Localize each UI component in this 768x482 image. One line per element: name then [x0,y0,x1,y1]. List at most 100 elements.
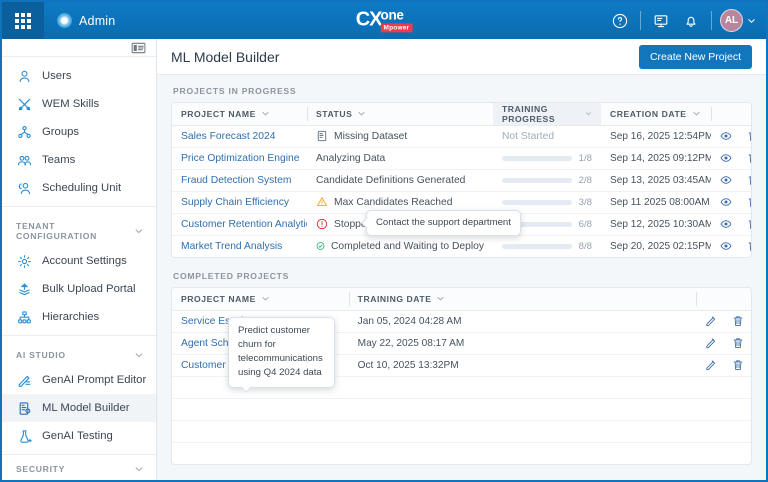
genai-testing-icon [16,428,33,445]
notification-bell-icon[interactable] [676,2,706,39]
status-label: Completed and Waiting to Deploy [330,240,484,252]
prompt-editor-icon [16,372,33,389]
delete-icon-button[interactable] [747,130,751,142]
progress-count: 1/8 [578,152,592,164]
empty-table-row [172,420,751,443]
delete-icon-button[interactable] [747,240,751,252]
project-name-link[interactable]: Customer Retention Analytics [181,218,307,230]
view-icon-button[interactable] [720,196,732,208]
edit-pencil-icon-button[interactable] [705,315,717,327]
bulk-upload-icon [16,281,33,298]
creation-date: Sep 11 2025 08:00AM [610,196,710,208]
sidebar-item-groups[interactable]: Groups [2,118,156,146]
sidebar-item-bulk-upload-portal[interactable]: Bulk Upload Portal [2,275,156,303]
column-header-project-name[interactable]: PROJECT NAME [172,103,307,126]
sidebar-item-label: ML Model Builder [42,402,130,414]
creation-date: Sep 13, 2025 03:45AM [610,174,711,186]
column-header-project-name[interactable]: PROJECT NAME [172,288,349,311]
table-row[interactable]: Supply Chain Efficiency Max Candidates Re… [172,191,751,214]
delete-icon-button[interactable] [732,337,744,349]
sidebar-item-wem-skills[interactable]: WEM Skills [2,90,156,118]
project-name-link[interactable]: Sales Forecast 2024 [181,130,276,142]
divider [640,11,641,30]
completed-projects-table: PROJECT NAME TRAINING DATE [172,288,751,464]
column-header-actions-2 [738,103,751,126]
column-header-label: STATUS [316,108,353,119]
collapse-sidebar-icon[interactable] [131,41,146,55]
sidebar-item-account-settings[interactable]: Account Settings [2,247,156,275]
empty-table-row [172,398,751,421]
project-name-link[interactable]: Supply Chain Efficiency [181,196,289,208]
project-name-link[interactable]: Price Optimization Engine [181,152,300,164]
sidebar-group-header[interactable]: SECURITY [2,455,156,480]
view-icon-button[interactable] [720,174,732,186]
sidebar-item-genai-testing[interactable]: GenAI Testing [2,422,156,450]
delete-icon-button[interactable] [732,359,744,371]
sidebar-group-header[interactable]: AI STUDIO [2,341,156,366]
admin-section[interactable]: Admin [44,13,115,28]
sidebar-item-ml-model-builder[interactable]: ML Model Builder [2,394,156,422]
top-navigation-bar: Admin CX one Mpower [2,2,766,39]
create-new-project-button[interactable]: Create New Project [638,44,752,69]
project-name-link[interactable]: Market Trend Analysis [181,240,283,252]
table-row[interactable]: Market Trend Analysis Completed and Waiti… [172,235,751,257]
page-title: ML Model Builder [171,48,280,65]
table-row[interactable]: Service Escalat Jan 05, 2024 04:28 AM [172,310,751,333]
column-header-training-progress[interactable]: TRAINING PROGRESS [493,103,601,126]
project-name-link[interactable]: Fraud Detection System [181,174,292,186]
status-cell: Completed and Waiting to Deploy [316,240,484,252]
skills-icon [16,96,33,113]
view-icon-button[interactable] [720,240,732,252]
sidebar-item-teams[interactable]: Teams [2,146,156,174]
column-header-actions-2 [723,288,751,311]
creation-date: Sep 14, 2025 09:12PM [610,152,711,164]
sidebar-group-header[interactable]: TENANT CONFIGURATION [2,212,156,247]
delete-icon-button[interactable] [747,218,751,230]
chevron-down-icon [135,467,143,472]
sidebar-item-scheduling-unit[interactable]: Scheduling Unit [2,174,156,202]
delete-icon [734,316,743,326]
user-icon [16,68,33,85]
view-icon-button[interactable] [720,152,732,164]
delete-icon-button[interactable] [732,315,744,327]
delete-icon-button[interactable] [747,196,751,208]
table-row[interactable]: Price Optimization Engine Analyzing Data 1… [172,147,751,170]
view-icon [720,242,732,250]
table-row[interactable]: Fraud Detection System Candidate Definiti… [172,169,751,192]
sidebar-item-genai-prompt-editor[interactable]: GenAI Prompt Editor [2,366,156,394]
error-circle-icon [316,218,328,230]
view-icon-button[interactable] [720,130,732,142]
column-header-creation-date[interactable]: CREATION DATE [601,103,711,126]
delete-icon-button[interactable] [747,152,751,164]
edit-pencil-icon [706,360,715,371]
project-name-link[interactable]: Agent Schedul [181,337,248,349]
content-scroll-area: PROJECTS IN PROGRESS PROJECT NAME [157,75,766,480]
user-menu[interactable]: AL [720,9,756,32]
page-header: ML Model Builder Create New Project [157,39,766,75]
delete-icon [734,360,743,370]
table-row[interactable]: Sales Forecast 2024 Missing Dataset Not St… [172,125,751,148]
monitor-app-icon[interactable] [646,2,676,39]
view-icon-button[interactable] [720,218,732,230]
apps-grid-icon[interactable] [2,2,44,39]
sidebar-item-hierarchies[interactable]: Hierarchies [2,303,156,331]
sidebar-group-ai-studio: AI STUDIO GenAI Prompt Editor [2,336,156,455]
progress-bar: 3/8 [502,197,592,208]
edit-pencil-icon-button[interactable] [705,337,717,349]
chevron-down-icon [135,229,143,234]
delete-icon [748,176,751,185]
chevron-down-icon [437,297,445,301]
delete-icon [748,198,751,207]
training-date: May 22, 2025 08:17 AM [357,337,465,349]
sidebar-item-users[interactable]: Users [2,62,156,90]
delete-icon-button[interactable] [747,174,751,186]
training-date: Jan 05, 2024 04:28 AM [357,315,462,327]
column-header-training-date[interactable]: TRAINING DATE [348,288,696,311]
progress-count: 6/8 [578,218,592,230]
project-name-link[interactable]: Service Escalat [181,315,252,327]
column-header-status[interactable]: STATUS [307,103,493,126]
empty-table-row [172,442,751,464]
edit-pencil-icon-button[interactable] [705,359,717,371]
cxone-logo: CX one Mpower [356,7,413,33]
help-circle-icon[interactable] [605,2,635,39]
